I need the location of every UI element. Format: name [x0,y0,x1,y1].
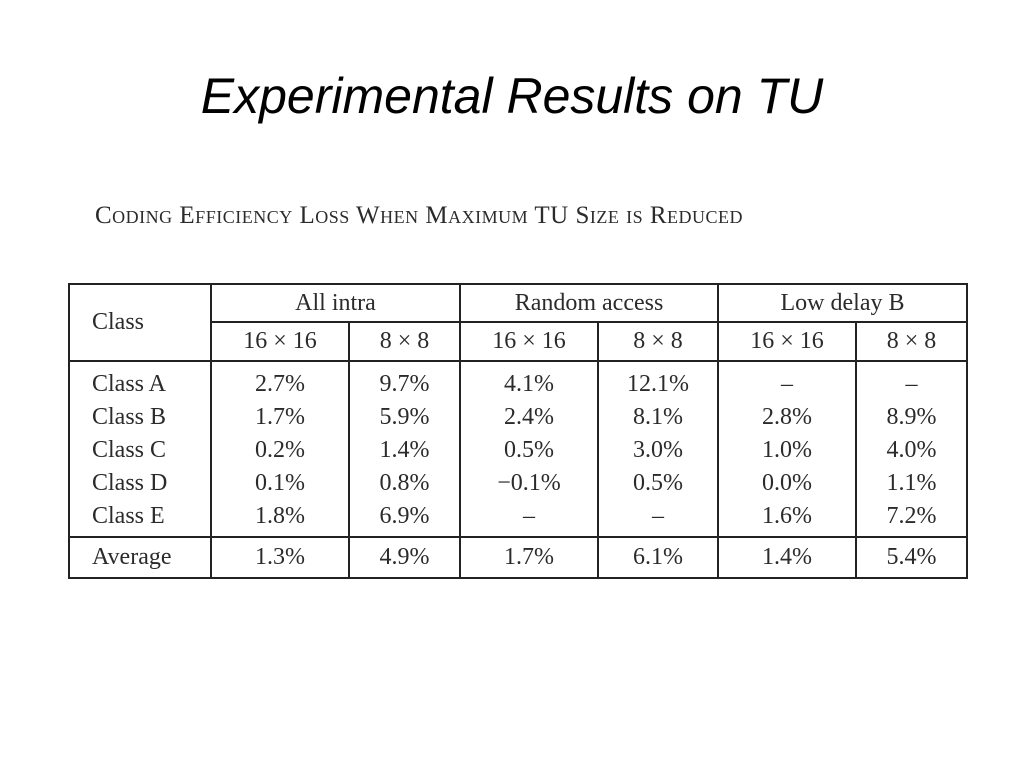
value-cell: – [856,361,969,401]
row-label: Class A [68,361,212,401]
average-row: Average 1.3% 4.9% 1.7% 6.1% 1.4% 5.4% [68,537,969,579]
subheader-cell: 16 × 16 [718,322,857,362]
group-header-low-delay-b: Low delay B [718,283,969,323]
row-label: Class C [68,434,212,467]
table-row: Class E 1.8% 6.9% – – 1.6% 7.2% [68,500,969,538]
row-label: Class B [68,401,212,434]
table-caption: Coding Efficiency Loss When Maximum TU S… [95,202,744,229]
table-row: Class C 0.2% 1.4% 0.5% 3.0% 1.0% 4.0% [68,434,969,467]
group-header-random-access: Random access [460,283,719,323]
value-cell: 5.9% [349,401,461,434]
average-cell: 5.4% [856,537,969,579]
value-cell: 12.1% [598,361,719,401]
value-cell: 0.8% [349,467,461,500]
value-cell: 3.0% [598,434,719,467]
table-row: Class A 2.7% 9.7% 4.1% 12.1% – – [68,361,969,401]
average-cell: 1.4% [718,537,857,579]
header-row-groups: Class All intra Random access Low delay … [68,283,969,362]
subheader-cell: 16 × 16 [460,322,599,362]
value-cell: 1.8% [211,500,350,538]
subheader-cell: 16 × 16 [211,322,350,362]
value-cell: 0.0% [718,467,857,500]
average-label: Average [68,537,212,579]
row-label: Class E [68,500,212,538]
group-header-all-intra: All intra [211,283,461,323]
value-cell: – [598,500,719,538]
value-cell: 1.1% [856,467,969,500]
value-cell: 2.4% [460,401,599,434]
subheader-cell: 8 × 8 [598,322,719,362]
subheader-cell: 8 × 8 [856,322,969,362]
table-row: Class D 0.1% 0.8% −0.1% 0.5% 0.0% 1.1% [68,467,969,500]
value-cell: 2.7% [211,361,350,401]
subheader-cell: 8 × 8 [349,322,461,362]
value-cell: 8.9% [856,401,969,434]
header-row-sizes: 16 × 16 8 × 8 16 × 16 8 × 8 16 × 16 8 × … [69,322,969,362]
value-cell: – [718,361,857,401]
value-cell: 0.1% [211,467,350,500]
value-cell: 1.6% [718,500,857,538]
average-cell: 6.1% [598,537,719,579]
value-cell: 0.2% [211,434,350,467]
results-table: Class All intra Random access Low delay … [68,283,969,579]
value-cell: −0.1% [460,467,599,500]
value-cell: 7.2% [856,500,969,538]
row-label: Class D [68,467,212,500]
slide-title: Experimental Results on TU [200,68,824,124]
value-cell: 4.0% [856,434,969,467]
value-cell: 2.8% [718,401,857,434]
value-cell: 1.0% [718,434,857,467]
average-cell: 1.7% [460,537,599,579]
value-cell: 8.1% [598,401,719,434]
class-header: Class [68,283,212,362]
table-row: Class B 1.7% 5.9% 2.4% 8.1% 2.8% 8.9% [68,401,969,434]
value-cell: 9.7% [349,361,461,401]
value-cell: 0.5% [460,434,599,467]
average-cell: 1.3% [211,537,350,579]
value-cell: 4.1% [460,361,599,401]
value-cell: 1.4% [349,434,461,467]
value-cell: 6.9% [349,500,461,538]
value-cell: 0.5% [598,467,719,500]
value-cell: – [460,500,599,538]
value-cell: 1.7% [211,401,350,434]
average-cell: 4.9% [349,537,461,579]
